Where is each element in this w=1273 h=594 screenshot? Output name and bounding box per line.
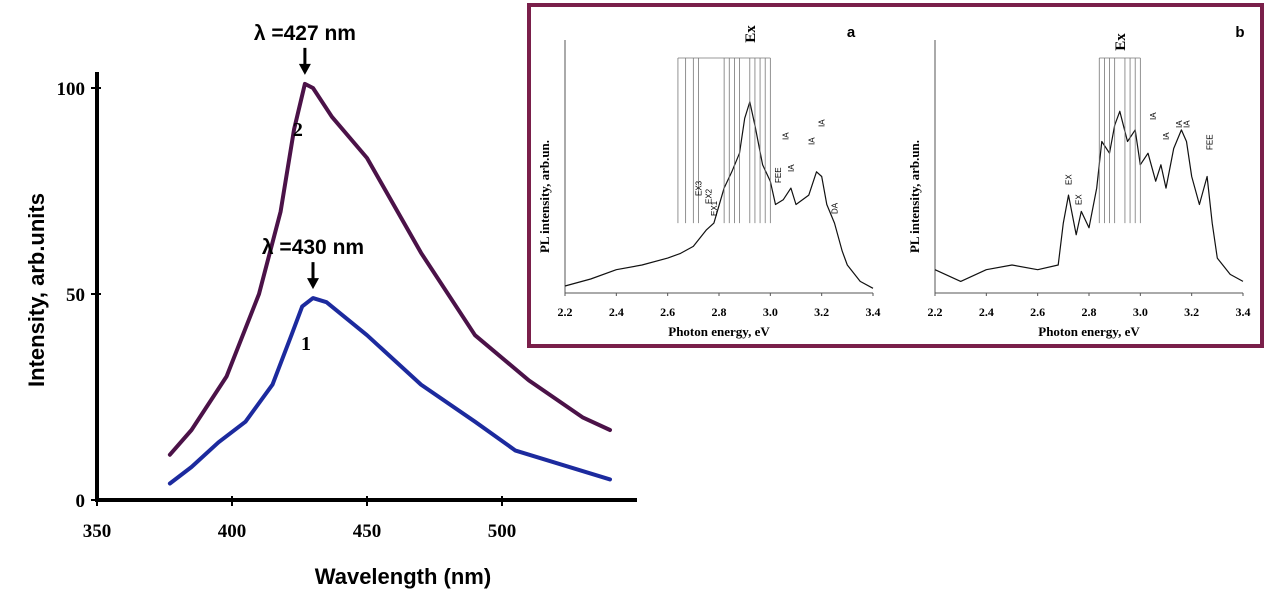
inset-x-tick-label: 3.2 bbox=[1184, 305, 1199, 319]
x-tick-label: 450 bbox=[353, 521, 382, 542]
peak-annotation: λ =430 nm bbox=[262, 236, 364, 259]
peak-label: IA bbox=[1183, 120, 1192, 128]
inset-x-tick-label: 3.4 bbox=[1236, 305, 1251, 319]
inset-x-tick-label: 3.2 bbox=[814, 305, 829, 319]
inset-panel-b: 2.2 2.4 2.6 2.8 3.0 3.2 3.4 Photon energy, eV PL… bbox=[907, 24, 1251, 339]
inset-x-tick-label: 2.6 bbox=[660, 305, 675, 319]
inset-x-tick-label: 3.0 bbox=[1133, 305, 1148, 319]
panel-letter: a bbox=[847, 24, 856, 41]
inset-series-line bbox=[564, 101, 874, 289]
inset-x-tick-label: 2.4 bbox=[609, 305, 624, 319]
series-label: 1 bbox=[301, 333, 311, 355]
inset-y-axis-title: PL intensity, arb.un. bbox=[907, 140, 922, 253]
peak-label: EX bbox=[1075, 194, 1084, 205]
peak-label: EX bbox=[1064, 174, 1073, 185]
y-tick-label: 100 bbox=[57, 79, 86, 100]
x-tick-label: 400 bbox=[218, 521, 247, 542]
peak-label: IA bbox=[1162, 132, 1171, 140]
inset-x-tick-label: 2.2 bbox=[928, 305, 943, 319]
inset-x-tick-label: 3.0 bbox=[763, 305, 778, 319]
peak-label: Ex bbox=[743, 25, 759, 43]
x-axis-title: Wavelength (nm) bbox=[315, 564, 491, 589]
y-axis-title: Intensity, arb.units bbox=[24, 193, 49, 387]
peak-label: EX3 bbox=[694, 180, 703, 196]
peak-label: IA bbox=[787, 164, 796, 172]
inset-y-axis-title: PL intensity, arb.un. bbox=[537, 140, 552, 253]
x-tick-label: 500 bbox=[488, 521, 517, 542]
inset-series-line bbox=[934, 110, 1244, 282]
inset-x-tick-label: 2.8 bbox=[1082, 305, 1097, 319]
peak-label: DA bbox=[831, 202, 840, 214]
inset-x-tick-label: 2.4 bbox=[979, 305, 994, 319]
inset-panel-a: 2.2 2.4 2.6 2.8 3.0 3.2 3.4 Photon energy, eV PL… bbox=[537, 24, 881, 339]
peak-arrow-head bbox=[307, 278, 319, 290]
inset-x-tick-label: 2.8 bbox=[712, 305, 727, 319]
main-chart: 0 50 100 350 400 450 500 Wavelength (nm) Intensi… bbox=[24, 22, 637, 589]
peak-label: IA bbox=[1175, 120, 1184, 128]
peak-label: EX2 bbox=[705, 188, 714, 204]
peak-label: EX1 bbox=[710, 200, 719, 216]
series-label: 2 bbox=[293, 119, 303, 141]
series-line bbox=[167, 296, 612, 486]
y-tick-label: 0 bbox=[76, 491, 86, 512]
peak-label: Ex bbox=[1113, 33, 1129, 51]
peak-arrow-head bbox=[298, 63, 311, 75]
series-line bbox=[167, 81, 612, 457]
x-tick-label: 350 bbox=[83, 521, 112, 542]
inset-x-axis-title: Photon energy, eV bbox=[1038, 324, 1140, 339]
y-tick-label: 50 bbox=[66, 285, 85, 306]
inset-x-tick-label: 2.6 bbox=[1030, 305, 1045, 319]
peak-annotation: λ =427 nm bbox=[254, 22, 356, 45]
peak-label: IA bbox=[818, 119, 827, 127]
panel-letter: b bbox=[1235, 24, 1244, 41]
peak-label: IA bbox=[782, 132, 791, 140]
peak-label: IA bbox=[807, 137, 816, 145]
inset-x-tick-label: 2.2 bbox=[558, 305, 573, 319]
peak-label: FEE bbox=[774, 167, 783, 183]
inset-x-axis-title: Photon energy, eV bbox=[668, 324, 770, 339]
peak-label: FEE bbox=[1206, 134, 1215, 150]
peak-label: IA bbox=[1149, 112, 1158, 120]
inset-x-tick-label: 3.4 bbox=[866, 305, 881, 319]
